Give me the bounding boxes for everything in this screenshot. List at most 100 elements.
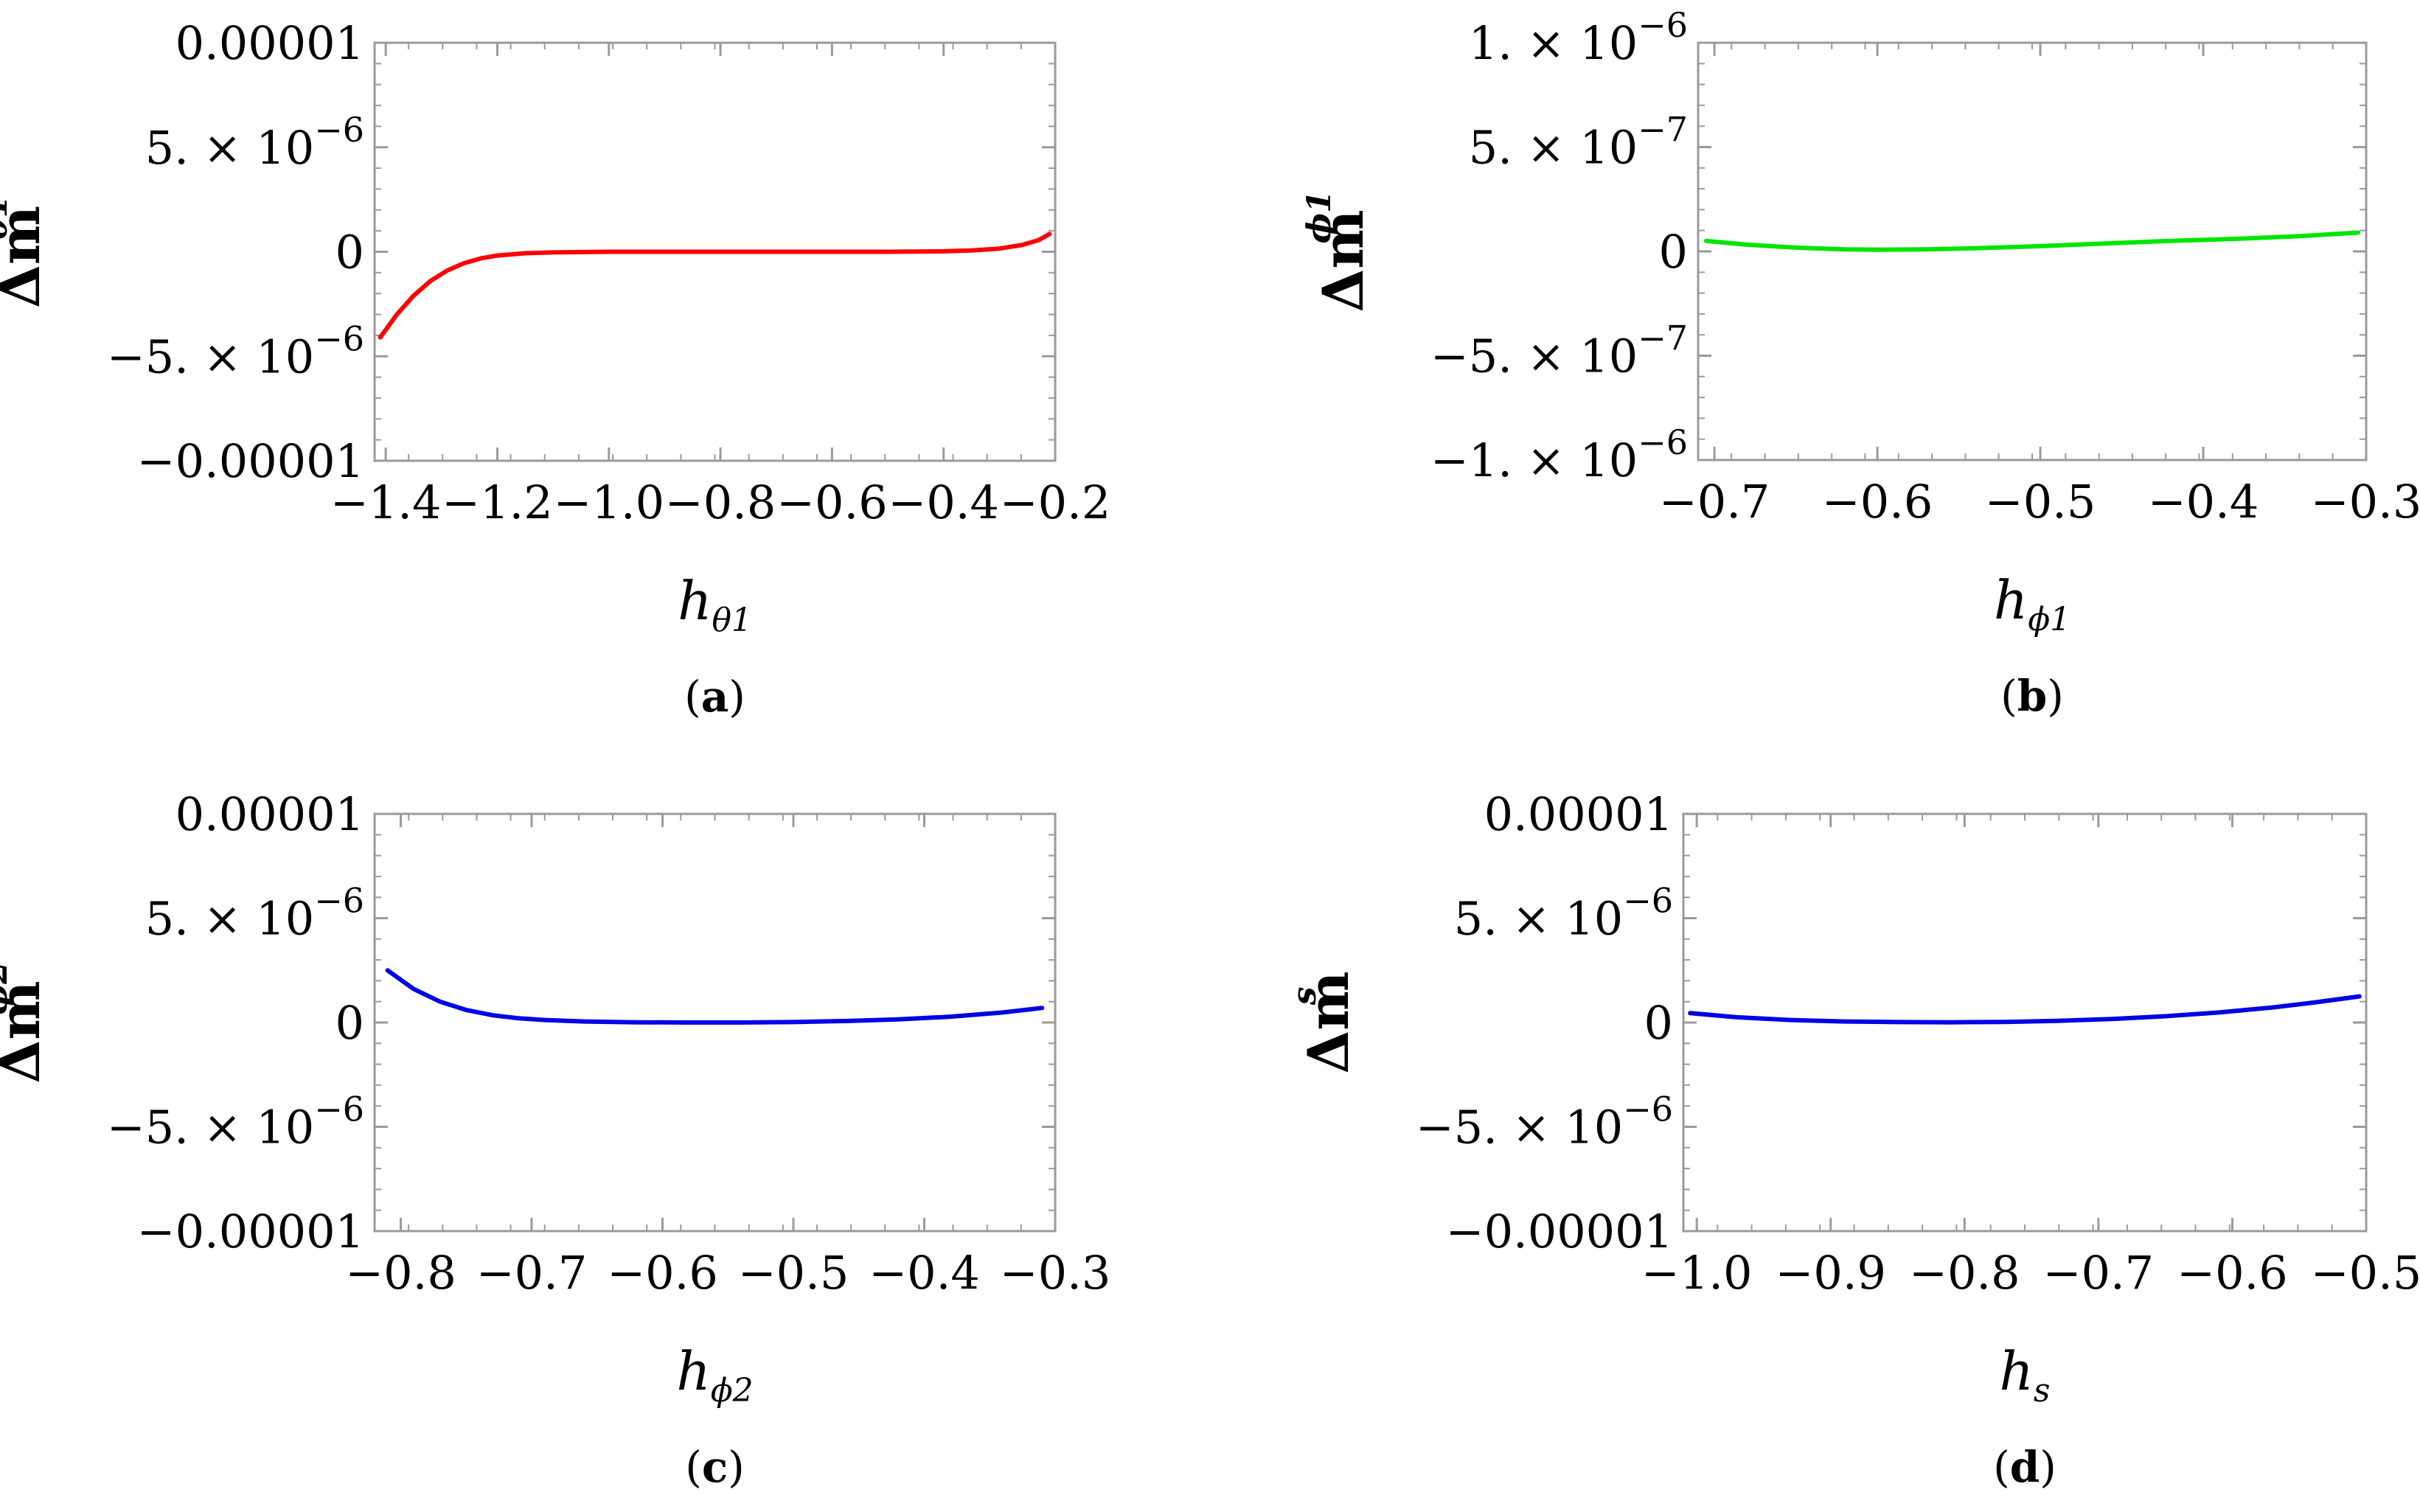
y-tick-label: −5. × 10−6 <box>107 1090 364 1154</box>
y-axis-label: Δmϕ1 <box>1301 190 1376 312</box>
x-axis-label: hs <box>2000 1340 2051 1410</box>
panel-caption: (c) <box>685 1442 745 1492</box>
x-tick-label: −0.7 <box>476 1246 588 1300</box>
series-line-b-0 <box>1704 230 2360 252</box>
panel-caption: (d) <box>1993 1442 2056 1492</box>
y-tick-label: −0.00001 <box>137 434 364 488</box>
y-tick-mantissa: 5. × 10 <box>145 121 314 175</box>
series-line-c-0 <box>385 968 1045 1025</box>
y-tick-label: 1. × 10−6 <box>1469 5 1688 70</box>
x-axis-label-subscript: ϕ2 <box>711 1372 754 1410</box>
y-tick-mantissa: 1. × 10 <box>1469 16 1638 70</box>
x-tick-label: −0.2 <box>1000 475 1111 529</box>
y-tick-exponent: −7 <box>1638 318 1688 358</box>
y-tick-label: −5. × 10−6 <box>107 318 364 383</box>
y-tick-mantissa: −0.00001 <box>137 434 364 488</box>
x-axis-label-subscript: θ1 <box>712 602 751 639</box>
y-axis-label: Δmϕ2 <box>0 961 52 1083</box>
y-tick-exponent: −6 <box>1638 422 1688 462</box>
y-tick-label: −5. × 10−6 <box>1416 1090 1673 1154</box>
x-axis-label-subscript: ϕ1 <box>2028 601 2070 638</box>
x-axis-label-base: h <box>2000 1340 2034 1402</box>
y-tick-exponent: −6 <box>1623 881 1673 921</box>
panel-caption: (b) <box>2000 671 2064 721</box>
y-tick-label: 0.00001 <box>175 16 364 70</box>
panel-caption-letter: b <box>2017 671 2048 721</box>
y-tick-mantissa: 0 <box>335 226 364 279</box>
x-axis-label: hϕ2 <box>676 1340 753 1410</box>
x-tick-label: −1.0 <box>553 475 664 529</box>
y-axis-label-superscript: ϕ2 <box>0 961 15 1014</box>
x-tick-label: −1.2 <box>442 475 553 529</box>
y-tick-exponent: −6 <box>314 110 364 150</box>
y-tick-label: −0.00001 <box>137 1205 364 1258</box>
y-tick-label: 5. × 10−7 <box>1469 110 1688 175</box>
x-tick-label: −0.4 <box>2148 475 2259 529</box>
y-tick-exponent: −7 <box>1638 110 1688 150</box>
x-axis-label: hθ1 <box>678 570 752 639</box>
series-line-a-0 <box>378 231 1052 340</box>
y-tick-label: 0.00001 <box>175 787 364 841</box>
y-tick-label: −5. × 10−7 <box>1430 318 1688 383</box>
y-tick-mantissa: 0.00001 <box>175 787 364 841</box>
x-tick-label: −0.9 <box>1775 1246 1886 1300</box>
y-tick-mantissa: 5. × 10 <box>1469 121 1638 175</box>
x-tick-label: −0.8 <box>345 1246 456 1300</box>
y-axis-label-base: Δm <box>0 980 52 1083</box>
x-tick-label: −1.0 <box>1641 1246 1753 1300</box>
y-tick-label: 0 <box>1659 225 1688 279</box>
y-axis-label-superscript: θ1 <box>0 195 15 240</box>
y-tick-mantissa: 0.00001 <box>1484 787 1673 841</box>
x-axis-label-base: h <box>676 1340 710 1402</box>
y-tick-mantissa: 5. × 10 <box>145 892 314 946</box>
panel-b: −0.7 −0.6 −0.5 −0.4 −0.31. × 10−65. × 10−70−… <box>1301 5 2420 721</box>
x-axis-label-base: h <box>1994 569 2028 631</box>
y-tick-label: 0.00001 <box>1484 787 1673 841</box>
x-tick-label: −0.8 <box>1909 1246 2020 1300</box>
x-tick-label: −0.6 <box>607 1246 718 1300</box>
x-tick-label: −0.8 <box>665 475 776 529</box>
y-tick-mantissa: −0.00001 <box>137 1205 364 1258</box>
panel-caption: (a) <box>684 672 745 722</box>
y-tick-mantissa: −5. × 10 <box>1416 1101 1623 1154</box>
y-tick-exponent: −6 <box>314 881 364 921</box>
y-tick-label: 0 <box>335 226 364 279</box>
y-tick-mantissa: 5. × 10 <box>1454 892 1623 946</box>
y-tick-exponent: −6 <box>1638 5 1688 45</box>
y-tick-mantissa: 0 <box>1659 225 1688 279</box>
y-tick-mantissa: −1. × 10 <box>1430 433 1638 487</box>
y-tick-label: 5. × 10−6 <box>1454 881 1673 946</box>
x-tick-label: −0.6 <box>2177 1246 2288 1300</box>
y-tick-mantissa: 0.00001 <box>175 16 364 70</box>
x-tick-label: −0.5 <box>1985 475 2096 529</box>
y-tick-label: −0.00001 <box>1446 1205 1673 1258</box>
plot-frame <box>1697 41 2368 461</box>
x-tick-label: −0.3 <box>1000 1246 1111 1300</box>
x-axis-label-base: h <box>678 570 712 632</box>
x-tick-label: −1.4 <box>330 475 442 529</box>
y-tick-mantissa: −5. × 10 <box>107 330 314 383</box>
y-axis-label: Δmθ1 <box>0 195 52 308</box>
y-tick-mantissa: 0 <box>335 996 364 1050</box>
y-axis-label-superscript: s <box>1286 987 1324 1006</box>
x-tick-label: −0.6 <box>776 475 888 529</box>
x-tick-label: −0.7 <box>2043 1246 2155 1300</box>
y-tick-mantissa: −5. × 10 <box>1430 330 1638 383</box>
panel-a: −1.4 −1.2 −1.0 −0.8 −0.6 −0.4 −0.2 0.00001 5. × … <box>0 16 1110 722</box>
y-axis-label-base: Δm <box>1296 971 1361 1073</box>
y-tick-label: 0 <box>1644 996 1673 1050</box>
y-axis-label-base: Δm <box>1310 209 1376 312</box>
x-tick-label: −0.7 <box>1659 475 1770 529</box>
panel-caption-letter: d <box>2010 1442 2040 1492</box>
x-axis-label-subscript: s <box>2034 1372 2051 1410</box>
y-tick-label: −1. × 10−6 <box>1430 422 1688 487</box>
y-axis-label: Δms <box>1286 971 1361 1073</box>
x-tick-label: −0.6 <box>1822 475 1933 529</box>
y-tick-exponent: −6 <box>314 1090 364 1129</box>
y-tick-mantissa: 0 <box>1644 996 1673 1050</box>
series-line-d-0 <box>1688 994 2362 1025</box>
x-tick-label: −0.4 <box>869 1246 980 1300</box>
x-tick-label: −0.5 <box>2311 1246 2420 1300</box>
